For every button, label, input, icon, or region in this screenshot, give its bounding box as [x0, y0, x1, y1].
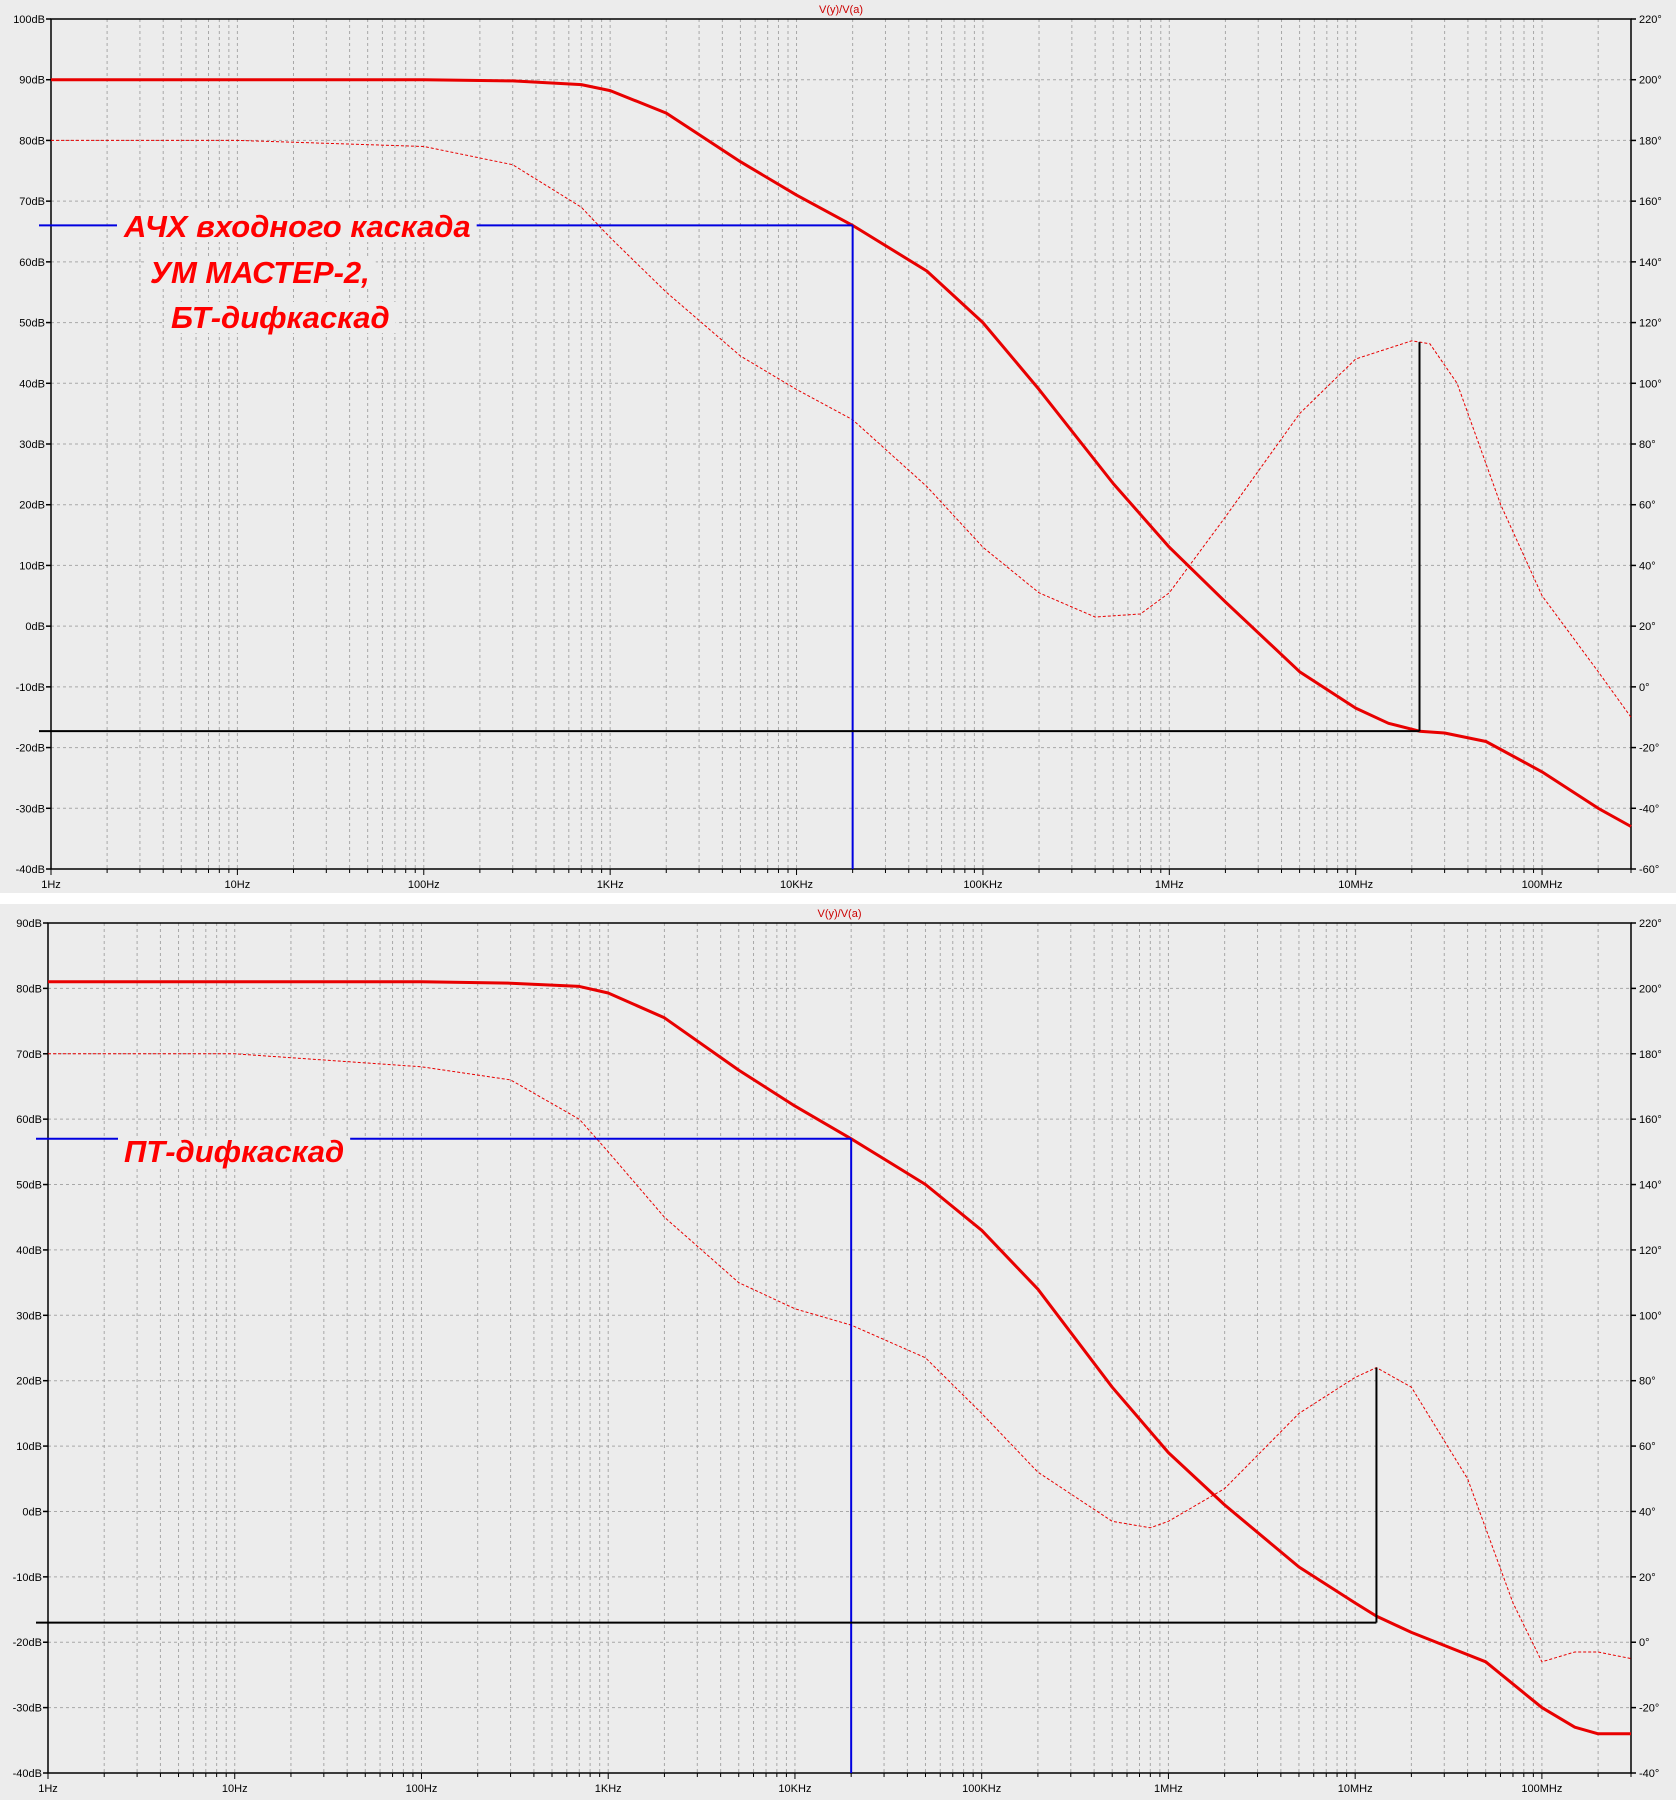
y-tick-label-left: 90dB: [19, 75, 45, 87]
y-tick-label-left: -40dB: [13, 1768, 42, 1780]
x-tick-label: 100KHz: [963, 879, 1002, 891]
y-tick-label-left: 30dB: [19, 439, 45, 451]
x-tick-label: 100MHz: [1522, 879, 1563, 891]
magnitude-series-line: [48, 980, 1631, 1736]
y-tick-label-left: -10dB: [16, 682, 45, 694]
y-tick-label-right: 220°: [1639, 14, 1662, 26]
y-tick-label-left: 80dB: [16, 983, 42, 995]
y-tick-label-left: 10dB: [19, 560, 45, 572]
x-tick-label: 10KHz: [780, 879, 813, 891]
x-tick-label: 1MHz: [1154, 1783, 1183, 1795]
panel-background: [0, 904, 1676, 1800]
y-tick-label-left: 0dB: [22, 1506, 42, 1518]
y-tick-label-right: 20°: [1639, 1572, 1656, 1584]
y-tick-label-right: -40°: [1639, 803, 1659, 815]
phase-series-line: [48, 1053, 1632, 1663]
grid: [48, 923, 1631, 1773]
chart-title: V(y)/V(a): [818, 908, 862, 920]
y-tick-label-right: -20°: [1639, 743, 1659, 755]
y-tick-label-left: 0dB: [25, 621, 45, 633]
y-tick-label-right: 120°: [1639, 318, 1662, 330]
annotation-background: [118, 1136, 351, 1167]
y-tick-label-left: 30dB: [16, 1310, 42, 1322]
annotation-background: [117, 211, 477, 242]
annotation-text: ПТ-дифкаскад: [124, 1134, 344, 1169]
y-tick-label-left: 50dB: [16, 1180, 42, 1192]
y-tick-label-right: 80°: [1639, 439, 1656, 451]
x-tick-label: 1Hz: [38, 1783, 58, 1795]
y-tick-label-left: -40dB: [16, 864, 45, 876]
x-tick-label: 100Hz: [408, 879, 440, 891]
y-tick-label-right: 160°: [1639, 1114, 1662, 1126]
y-tick-label-right: 20°: [1639, 621, 1656, 633]
x-tick-label: 10Hz: [222, 1783, 248, 1795]
y-tick-label-right: 60°: [1639, 500, 1656, 512]
y-tick-label-left: -30dB: [13, 1703, 42, 1715]
plot-frame: [47, 922, 1632, 1774]
x-tick-label: 100KHz: [962, 1783, 1001, 1795]
y-tick-label-left: -20dB: [16, 743, 45, 755]
annotation-text: БТ-дифкаскад: [171, 300, 390, 335]
y-tick-label-left: 20dB: [19, 500, 45, 512]
y-tick-label-left: 100dB: [13, 14, 45, 26]
y-tick-label-right: 80°: [1639, 1376, 1656, 1388]
y-tick-label-left: -20dB: [13, 1637, 42, 1649]
y-tick-label-right: 60°: [1639, 1441, 1656, 1453]
grid: [51, 19, 1631, 869]
y-tick-label-left: 50dB: [19, 318, 45, 330]
y-tick-label-right: 100°: [1639, 378, 1662, 390]
x-tick-label: 1MHz: [1155, 879, 1184, 891]
y-tick-label-right: -20°: [1639, 1703, 1659, 1715]
y-tick-label-left: 70dB: [16, 1049, 42, 1061]
y-tick-label-right: -60°: [1639, 864, 1659, 876]
y-tick-label-left: -30dB: [16, 803, 45, 815]
chart-title: V(y)/V(a): [819, 4, 863, 16]
annotation-background: [165, 302, 396, 333]
y-tick-label-left: 90dB: [16, 918, 42, 930]
x-tick-label: 100Hz: [406, 1783, 438, 1795]
x-tick-label: 10Hz: [225, 879, 251, 891]
chart-panel-1: V(y)/V(a) 100dB 90dB 80dB 70dB 60dB 50dB 40dB 30…: [0, 0, 1676, 893]
x-tick-label: 1KHz: [597, 879, 624, 891]
annotation-background: [144, 257, 376, 288]
y-tick-label-right: 0°: [1639, 1637, 1650, 1649]
y-tick-label-left: 80dB: [19, 135, 45, 147]
y-tick-label-right: 0°: [1639, 682, 1650, 694]
y-tick-label-right: 220°: [1639, 918, 1662, 930]
x-tick-label: 10KHz: [778, 1783, 811, 1795]
y-tick-label-right: 180°: [1639, 135, 1662, 147]
y-tick-label-right: 140°: [1639, 1180, 1662, 1192]
magnitude-series-line: [51, 78, 1632, 828]
phase-series-line: [51, 139, 1632, 718]
y-tick-label-left: 40dB: [16, 1245, 42, 1257]
y-tick-label-right: 160°: [1639, 196, 1662, 208]
y-tick-label-right: 100°: [1639, 1310, 1662, 1322]
y-tick-label-left: 10dB: [16, 1441, 42, 1453]
y-tick-label-right: 140°: [1639, 257, 1662, 269]
y-tick-label-right: 40°: [1639, 560, 1656, 572]
y-tick-label-right: 180°: [1639, 1049, 1662, 1061]
x-tick-label: 10MHz: [1338, 1783, 1373, 1795]
x-tick-label: 10MHz: [1338, 879, 1373, 891]
y-tick-label-left: 60dB: [16, 1114, 42, 1126]
y-tick-label-right: 120°: [1639, 1245, 1662, 1257]
y-tick-label-left: 40dB: [19, 378, 45, 390]
panel-background: [0, 0, 1676, 893]
y-tick-label-right: -40°: [1639, 1768, 1659, 1780]
y-tick-label-left: 60dB: [19, 257, 45, 269]
y-tick-label-right: 200°: [1639, 75, 1662, 87]
annotation-text: АЧХ входного каскада: [123, 209, 471, 244]
annotation-text: УМ МАСТЕР-2,: [150, 255, 370, 290]
x-tick-label: 1KHz: [595, 1783, 622, 1795]
y-tick-label-right: 40°: [1639, 1506, 1656, 1518]
y-tick-label-left: 20dB: [16, 1376, 42, 1388]
y-tick-label-right: 200°: [1639, 983, 1662, 995]
x-tick-label: 1Hz: [41, 879, 61, 891]
x-tick-label: 100MHz: [1521, 1783, 1562, 1795]
chart-panel-2: V(y)/V(a) 90dB 80dB 70dB 60dB 50dB 40dB 30dB 20d…: [0, 904, 1676, 1800]
y-tick-label-left: 70dB: [19, 196, 45, 208]
y-tick-label-left: -10dB: [13, 1572, 42, 1584]
